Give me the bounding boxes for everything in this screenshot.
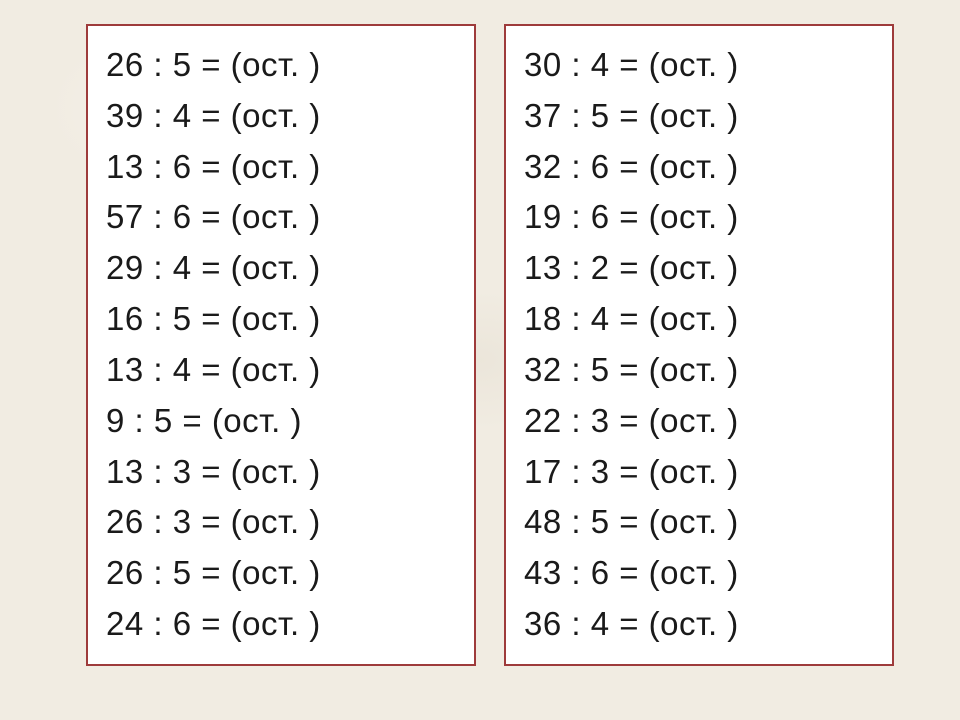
problem-row: 39 : 4 = (ост. ) bbox=[106, 91, 456, 142]
problem-row: 17 : 3 = (ост. ) bbox=[524, 447, 874, 498]
problem-row: 16 : 5 = (ост. ) bbox=[106, 294, 456, 345]
problem-row: 36 : 4 = (ост. ) bbox=[524, 599, 874, 650]
problem-row: 18 : 4 = (ост. ) bbox=[524, 294, 874, 345]
problem-row: 26 : 3 = (ост. ) bbox=[106, 497, 456, 548]
right-panel: 30 : 4 = (ост. ) 37 : 5 = (ост. ) 32 : 6… bbox=[504, 24, 894, 666]
problem-row: 43 : 6 = (ост. ) bbox=[524, 548, 874, 599]
problem-row: 9 : 5 = (ост. ) bbox=[106, 396, 456, 447]
problem-row: 26 : 5 = (ост. ) bbox=[106, 548, 456, 599]
problem-row: 19 : 6 = (ост. ) bbox=[524, 192, 874, 243]
problem-row: 13 : 4 = (ост. ) bbox=[106, 345, 456, 396]
problem-row: 37 : 5 = (ост. ) bbox=[524, 91, 874, 142]
problem-row: 29 : 4 = (ост. ) bbox=[106, 243, 456, 294]
problem-row: 22 : 3 = (ост. ) bbox=[524, 396, 874, 447]
problem-row: 32 : 5 = (ост. ) bbox=[524, 345, 874, 396]
problem-row: 30 : 4 = (ост. ) bbox=[524, 40, 874, 91]
problem-row: 57 : 6 = (ост. ) bbox=[106, 192, 456, 243]
left-panel: 26 : 5 = (ост. ) 39 : 4 = (ост. ) 13 : 6… bbox=[86, 24, 476, 666]
problem-row: 26 : 5 = (ост. ) bbox=[106, 40, 456, 91]
problem-row: 13 : 3 = (ост. ) bbox=[106, 447, 456, 498]
problem-row: 13 : 6 = (ост. ) bbox=[106, 142, 456, 193]
problem-row: 48 : 5 = (ост. ) bbox=[524, 497, 874, 548]
problem-row: 24 : 6 = (ост. ) bbox=[106, 599, 456, 650]
problem-row: 32 : 6 = (ост. ) bbox=[524, 142, 874, 193]
problem-row: 13 : 2 = (ост. ) bbox=[524, 243, 874, 294]
